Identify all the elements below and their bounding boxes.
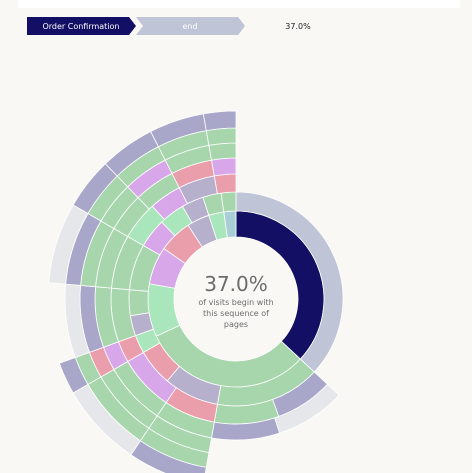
sunburst-arc-search[interactable] <box>213 173 237 195</box>
sunburst-arc-checkout[interactable] <box>128 289 150 317</box>
center-caption-line-1: of visits begin with <box>198 298 273 307</box>
sunburst-arc-checkout[interactable] <box>220 191 237 213</box>
breadcrumb-trail: Order Confirmation end 37.0% <box>27 17 311 35</box>
sunburst-arc-end[interactable] <box>58 356 89 394</box>
sunburst-arc-end[interactable] <box>202 110 237 132</box>
breadcrumb-step-end[interactable]: end <box>136 17 245 35</box>
sunburst-arc-checkout[interactable] <box>208 142 237 161</box>
sunburst-center-label: 37.0% of visits begin with this sequence… <box>198 272 273 329</box>
sunburst-arcs <box>48 110 344 473</box>
sunburst-arc-checkout[interactable] <box>205 127 237 146</box>
sunburst-arc-cart[interactable] <box>211 157 237 177</box>
top-band <box>18 0 460 8</box>
center-caption-line-2: this sequence of <box>203 309 269 318</box>
breadcrumb-step-shape <box>27 17 136 35</box>
center-caption-line-3: pages <box>224 320 248 329</box>
breadcrumb-step-shape <box>136 17 245 35</box>
center-percentage: 37.0% <box>204 272 268 296</box>
breadcrumb-step-order-confirmation[interactable]: Order Confirmation <box>27 17 136 35</box>
breadcrumb-step-label: Order Confirmation <box>42 22 119 31</box>
breadcrumb-step-label: end <box>182 22 197 31</box>
breadcrumb-percentage: 37.0% <box>285 22 311 31</box>
